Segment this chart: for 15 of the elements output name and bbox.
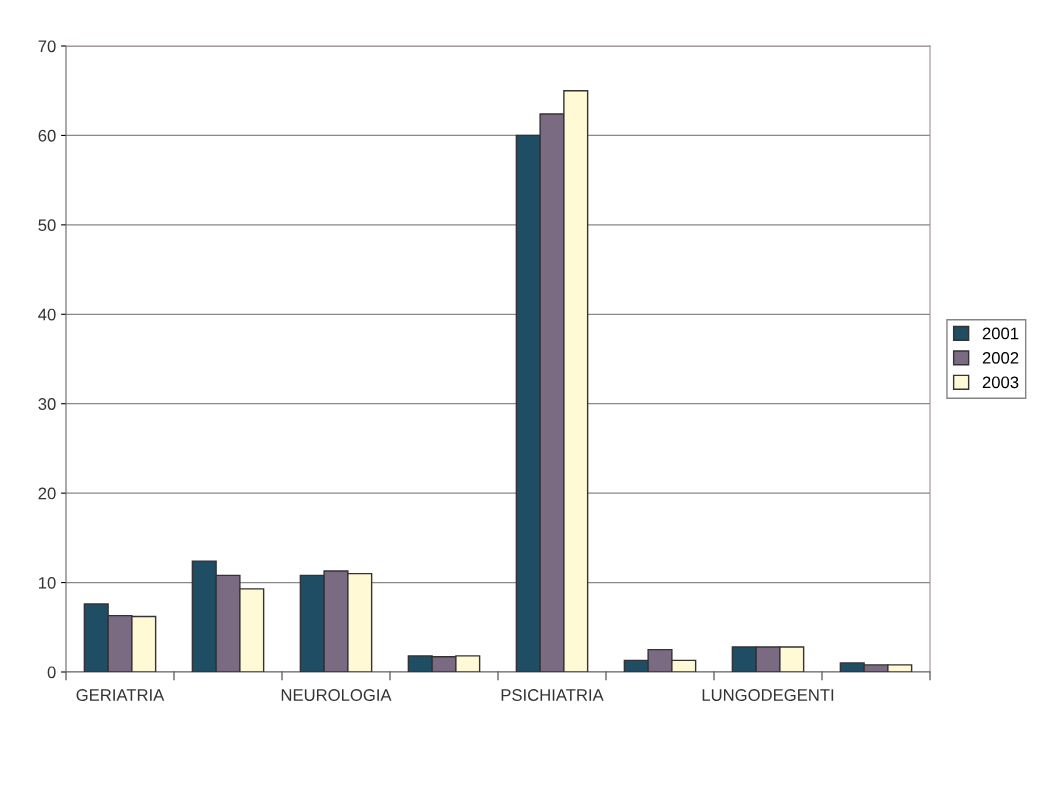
- x-tick-label: NEUROLOGIA: [281, 689, 392, 701]
- y-tick-label: 10: [39, 576, 56, 589]
- y-tick-label: 70: [38, 40, 56, 53]
- x-tick-label: PSICHIATRIA: [501, 689, 604, 701]
- legend-label: 2001: [982, 327, 1019, 340]
- legend-label: 2003: [982, 376, 1019, 389]
- legend-label: 2002: [982, 351, 1019, 364]
- y-tick-label: 60: [38, 129, 56, 142]
- y-tick-label: 40: [38, 308, 56, 321]
- x-tick-label: GERIATRIA: [76, 689, 165, 701]
- y-tick-label: 30: [38, 398, 56, 410]
- y-tick-label: 50: [38, 219, 56, 232]
- x-tick-label: LUNGODEGENTI: [702, 689, 834, 701]
- y-tick-label: 0: [47, 666, 56, 679]
- y-tick-label: 20: [38, 487, 56, 500]
